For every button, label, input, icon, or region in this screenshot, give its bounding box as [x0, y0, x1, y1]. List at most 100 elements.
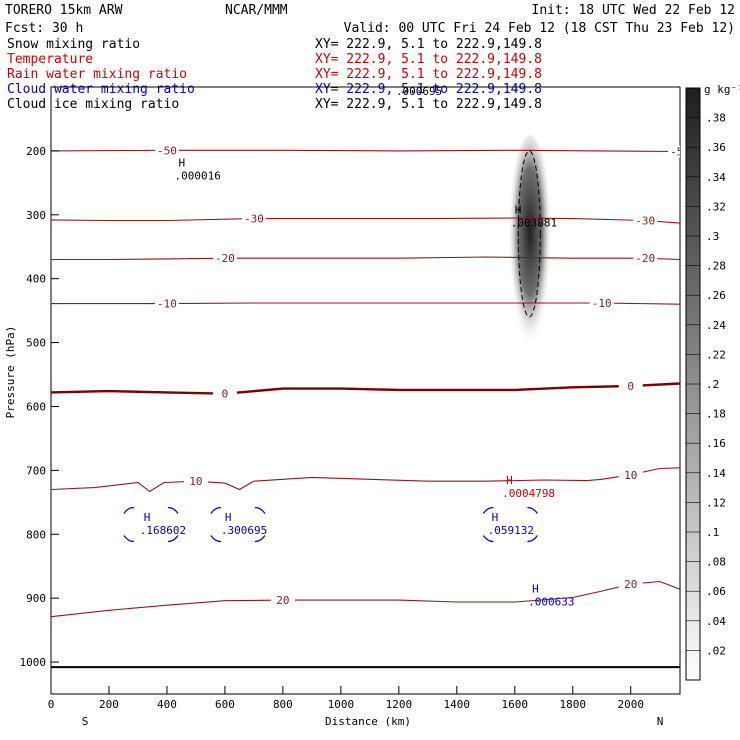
- legend-cloud-water-xy: XY= 222.9, 5.1 to 222.9,149.8: [315, 82, 542, 97]
- isotherm-label-bg: [212, 252, 237, 265]
- isotherm-label-bg: [270, 594, 295, 607]
- y-tick-label: 600: [26, 400, 46, 413]
- ice-shading-layer: [508, 135, 552, 365]
- y-tick-label: 400: [26, 273, 46, 286]
- isotherm-label: 0: [222, 388, 229, 401]
- x-tick-label: 1600: [502, 698, 529, 711]
- plot-frame: [50, 86, 681, 695]
- x-tick-label: 1000: [328, 698, 355, 711]
- isotherm-label: 20: [624, 578, 637, 591]
- y-tick-label: 500: [26, 337, 46, 350]
- isotherm-label-bg: [618, 468, 643, 481]
- x-tick-label: 1400: [444, 698, 471, 711]
- rain-max-value: .0004798: [502, 487, 555, 500]
- isotherm-label-bg: [154, 144, 179, 157]
- isotherm-label-bg: [618, 380, 643, 393]
- isotherm--10: [51, 302, 680, 305]
- isotherm-label: -10: [157, 298, 177, 311]
- colorbar-tick-label: .06: [706, 585, 726, 598]
- cloud-water-max-3-value: .000633: [528, 596, 574, 609]
- y-tick-label: 300: [26, 209, 46, 222]
- legend-cloud-water-name: Cloud water mixing ratio: [7, 82, 195, 97]
- colorbar-unit: g kg⁻¹: [704, 83, 740, 96]
- isotherm-0: [51, 382, 680, 395]
- isotherm-label: 10: [189, 475, 202, 488]
- center-label: NCAR/MMM: [225, 3, 288, 18]
- cloud-water-max-1-h: H: [225, 511, 232, 524]
- isotherm-label: -50: [670, 146, 690, 159]
- colorbar-tick-label: .18: [706, 408, 726, 421]
- legend-rain-xy: XY= 222.9, 5.1 to 222.9,149.8: [315, 67, 542, 82]
- colorbar-tick-label: .26: [706, 289, 726, 302]
- isotherm--30: [51, 217, 680, 224]
- x-tick-label: 0: [48, 698, 55, 711]
- isotherm-label-bg: [618, 578, 643, 591]
- legend-snow-xy: XY= 222.9, 5.1 to 222.9,149.8: [315, 37, 542, 52]
- legend-ice-name: Cloud ice mixing ratio: [7, 97, 179, 112]
- isotherm-label-bg: [668, 145, 680, 158]
- x-tick-label: 1200: [386, 698, 413, 711]
- ice-max-h: H: [515, 204, 522, 217]
- mixing-ratio-overlays: H.000016H.003881.000695H.0004798H.168602…: [51, 85, 680, 669]
- isotherm--20: [51, 256, 680, 261]
- colorbar-tick-label: .1: [706, 526, 719, 539]
- isotherm-20: [51, 580, 680, 618]
- y-tick-label: 900: [26, 592, 46, 605]
- colorbar-tick-label: .3: [706, 230, 719, 243]
- axes: 0 200 400 600 800 1000 1200 1400 1600 1800 2000200…: [20, 145, 644, 711]
- temperature-contours: -50 -50 -30 -30 -20 -20 -10 -10 0 0 10 10 20 20: [51, 144, 690, 618]
- isotherm-label: -50: [157, 144, 177, 157]
- y-tick-label: 1000: [20, 656, 47, 669]
- isotherm-label-bg: [183, 475, 208, 488]
- isotherm-label-bg: [633, 214, 658, 227]
- colorbar-ticks: .38 .36 .34 .32 .3 .28 .26 .24 .22 .2 .18 .16 .14 .12…: [686, 112, 726, 657]
- isotherm-label-bg: [154, 297, 179, 310]
- isotherm-label: -20: [635, 252, 655, 265]
- colorbar-tick-label: .38: [706, 112, 726, 125]
- cloud-water-max-2-value: .059132: [488, 524, 534, 537]
- colorbar-tick-label: .24: [706, 319, 726, 332]
- isotherm-label: -30: [635, 215, 655, 228]
- snow-max-h: H: [179, 156, 186, 169]
- legend-snow-name: Snow mixing ratio: [7, 37, 140, 52]
- colorbar-tick-label: .08: [706, 556, 726, 569]
- x-tick-label: 800: [273, 698, 293, 711]
- isotherm--50: [51, 149, 680, 153]
- rain-max-h: H: [506, 474, 513, 487]
- forecast-hour: Fcst: 30 h: [5, 21, 83, 36]
- x-tick-label: 600: [215, 698, 235, 711]
- isotherm-10: [51, 467, 680, 493]
- ice-top-value: .000695: [396, 85, 442, 98]
- x-tick-label: 2000: [617, 698, 644, 711]
- x-tick-label: 400: [157, 698, 177, 711]
- valid-time: Valid: 00 UTC Fri 24 Feb 12 (18 CST Thu …: [344, 21, 735, 36]
- south-endpoint-label: S: [82, 715, 89, 728]
- ice-shading: [508, 135, 552, 365]
- north-endpoint-label: N: [657, 715, 664, 728]
- cloud-water-max-2-h: H: [492, 511, 499, 524]
- isotherm-label-bg: [241, 212, 266, 225]
- colorbar-tick-label: .36: [706, 141, 726, 154]
- colorbar-tick-label: .02: [706, 644, 726, 657]
- y-axis-label: Pressure (hPa): [4, 326, 17, 419]
- cloud-water-max-0-value: .168602: [140, 524, 186, 537]
- y-tick-label: 800: [26, 528, 46, 541]
- legend-temperature-name: Temperature: [7, 52, 93, 67]
- ice-dashed-contour: [517, 150, 541, 318]
- model-title: TORERO 15km ARW: [5, 3, 123, 18]
- isotherm-label: -10: [592, 297, 612, 310]
- x-tick-label: 1800: [560, 698, 587, 711]
- ice-max-value: .003881: [511, 217, 557, 230]
- colorbar-tick-label: .04: [706, 615, 726, 628]
- legend-rain-name: Rain water mixing ratio: [7, 67, 187, 82]
- isotherm-label: -30: [244, 213, 264, 226]
- x-axis-label: Distance (km): [325, 715, 411, 728]
- y-tick-label: 200: [26, 145, 46, 158]
- snow-max-value: .000016: [175, 169, 221, 182]
- cloud-water-contour-0: [123, 506, 179, 543]
- isotherm-label: 0: [627, 380, 634, 393]
- colorbar-tick-label: .2: [706, 378, 719, 391]
- isotherm-label: 10: [624, 469, 637, 482]
- colorbar-tick-label: .28: [706, 260, 726, 273]
